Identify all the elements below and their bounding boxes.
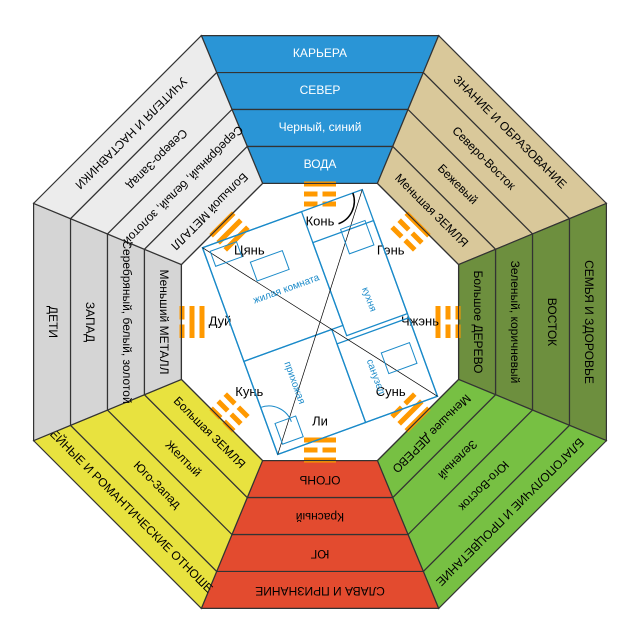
trigram-label: Ли xyxy=(312,413,328,428)
trigram xyxy=(304,438,336,463)
sector-band-label: СЕМЬЯ И ЗДОРОВЬЕ xyxy=(582,260,596,384)
sector-band-label: Серебряный, белый, золотой xyxy=(120,240,134,403)
sector-band-label: Меньший МЕТАЛЛ xyxy=(157,269,171,374)
sector-band-label: ВОСТОК xyxy=(545,298,559,346)
room-label: кухня xyxy=(359,286,378,314)
trigram xyxy=(304,182,336,207)
trigram-label: Гэнь xyxy=(377,243,405,258)
sector-band-label: СЛАВА И ПРИЗНАНИЕ xyxy=(255,584,385,598)
trigram-label: Дуй xyxy=(209,313,232,328)
sector-band-label: ЮГ xyxy=(310,547,329,561)
sector-band-label: КАРЬЕРА xyxy=(293,46,347,60)
trigram-label: Цянь xyxy=(234,243,265,258)
sector-band-label: Зеленый, коричневый xyxy=(508,261,522,384)
room-label: санузел xyxy=(364,358,387,396)
sector-band-label: ОГОНЬ xyxy=(299,473,340,487)
trigram-label: Конь xyxy=(306,213,335,228)
trigram-label: Кунь xyxy=(235,384,263,399)
sector-band-label: Черный, синий xyxy=(279,120,362,134)
trigram xyxy=(436,306,461,338)
room-label: жилая комната xyxy=(252,272,322,306)
sector-band-label: Красный xyxy=(296,510,344,524)
sector-band-label: ДЕТИ xyxy=(46,306,60,338)
trigram xyxy=(180,306,205,338)
sector-band-label: Большое ДЕРЕВО xyxy=(471,270,485,373)
trigram-label: Чжэнь xyxy=(401,313,439,328)
sector-band-label: СЕВЕР xyxy=(300,83,341,97)
sector-band-label: ВОДА xyxy=(304,157,337,171)
room-label: прихожая xyxy=(281,360,307,406)
sector-band-label: ЗАПАД xyxy=(83,302,97,342)
